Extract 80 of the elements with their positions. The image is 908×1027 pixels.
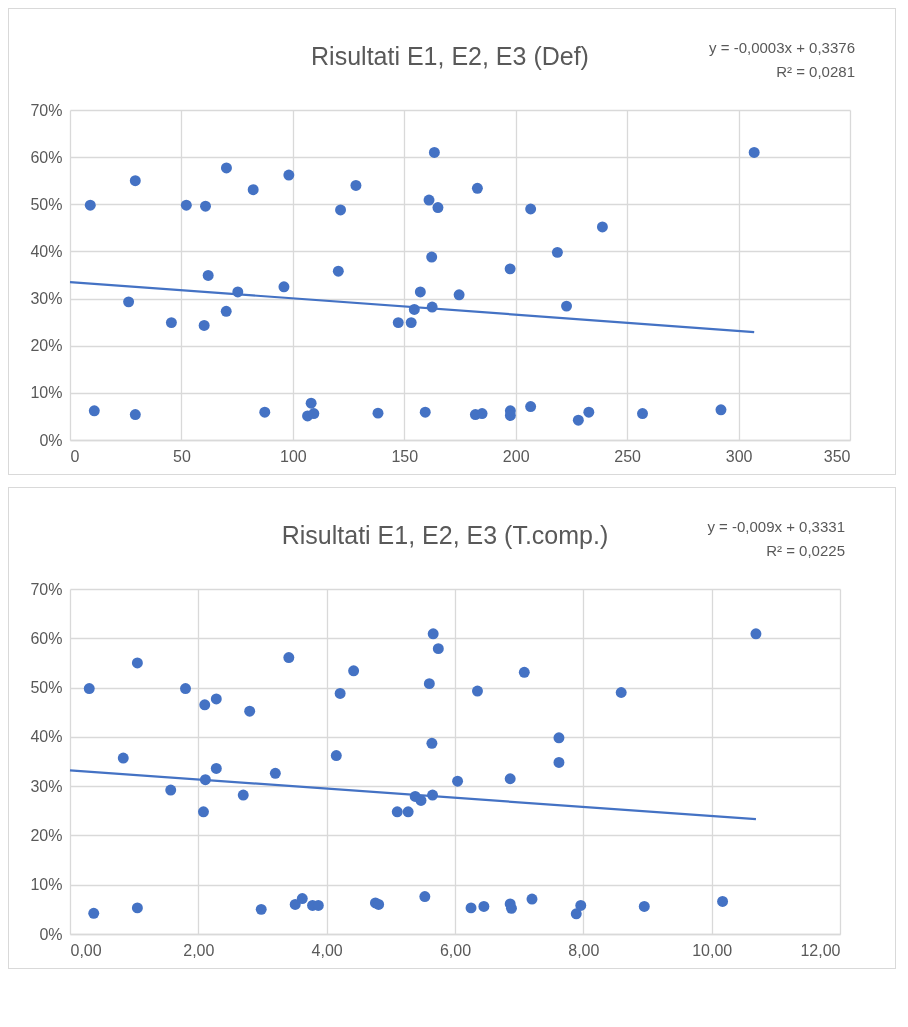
- point: [637, 408, 648, 420]
- point: [129, 409, 141, 421]
- point: [123, 296, 135, 308]
- point: [583, 406, 595, 418]
- y-tick-label: 70%: [30, 580, 63, 598]
- point: [419, 406, 431, 418]
- x-tick-label: 4,00: [311, 941, 343, 959]
- point: [247, 184, 259, 196]
- y-tick-label: 20%: [30, 826, 63, 844]
- point: [525, 203, 537, 215]
- point: [453, 289, 465, 301]
- point: [332, 265, 344, 277]
- y-tick-label: 10%: [30, 384, 63, 402]
- y-tick-label: 10%: [30, 876, 63, 894]
- point: [350, 179, 362, 191]
- point: [259, 406, 271, 418]
- x-tick-label: 10,00: [692, 941, 733, 959]
- point: [596, 221, 608, 233]
- point: [414, 286, 426, 298]
- x-tick-label: 8,00: [568, 941, 600, 959]
- point: [202, 270, 214, 281]
- point: [198, 319, 210, 331]
- point: [432, 202, 444, 214]
- point: [220, 162, 232, 174]
- x-tick-label: 250: [614, 447, 642, 465]
- y-tick-label: 0%: [39, 925, 63, 943]
- y-tick-label: 40%: [30, 728, 63, 746]
- point: [715, 404, 727, 416]
- point: [504, 263, 516, 275]
- point: [305, 397, 317, 409]
- x-tick-label: 300: [725, 447, 753, 465]
- point: [200, 200, 211, 212]
- point: [165, 317, 177, 329]
- y-tick-label: 40%: [30, 242, 63, 260]
- point: [525, 401, 537, 412]
- point: [308, 408, 320, 420]
- text: R² = 0,0225: [766, 542, 845, 559]
- point: [180, 199, 192, 211]
- y-tick-label: 30%: [30, 290, 63, 308]
- point: [423, 194, 435, 206]
- point: [572, 414, 584, 426]
- y-tick-label: 50%: [30, 195, 63, 213]
- point: [283, 169, 295, 181]
- point: [129, 175, 141, 187]
- x-tick-label: 2,00: [183, 941, 215, 959]
- y-tick-label: 20%: [30, 337, 63, 355]
- y-tick-label: 50%: [30, 679, 63, 697]
- y-tick-label: 60%: [30, 629, 63, 647]
- point: [372, 407, 384, 419]
- chart-title: Risultati E1, E2, E3 (T.comp.): [281, 521, 609, 549]
- text: y = -0,009x + 0,3331: [707, 518, 845, 535]
- text: y = -0,0003x + 0,3376: [709, 39, 855, 56]
- x-tick-label: 0: [70, 447, 80, 465]
- y-tick-label: 30%: [30, 777, 63, 795]
- point: [88, 405, 100, 417]
- x-tick-label: 6,00: [439, 941, 472, 959]
- point: [426, 251, 438, 263]
- point: [471, 182, 483, 194]
- point: [278, 281, 290, 293]
- x-tick-label: 100: [280, 447, 307, 465]
- x-tick-label: 12,00: [800, 941, 841, 959]
- point: [405, 317, 417, 329]
- point: [551, 246, 563, 258]
- point: [220, 305, 232, 317]
- x-tick-label: 50: [173, 447, 191, 465]
- y-tick-label: 60%: [30, 148, 63, 166]
- y-tick-label: 0%: [39, 431, 63, 449]
- x-tick-label: 0,00: [70, 941, 102, 959]
- chart-title: Risultati E1, E2, E3 (Def): [311, 42, 589, 70]
- text: R² = 0,0281: [776, 63, 855, 80]
- y-tick-label: 70%: [30, 101, 63, 119]
- x-tick-label: 350: [823, 447, 851, 465]
- point: [84, 199, 96, 211]
- point: [561, 300, 572, 312]
- point: [335, 204, 347, 216]
- x-tick-label: 150: [391, 447, 419, 465]
- point: [428, 146, 440, 158]
- x-tick-label: 200: [502, 447, 530, 465]
- point: [392, 317, 404, 329]
- point: [748, 146, 760, 158]
